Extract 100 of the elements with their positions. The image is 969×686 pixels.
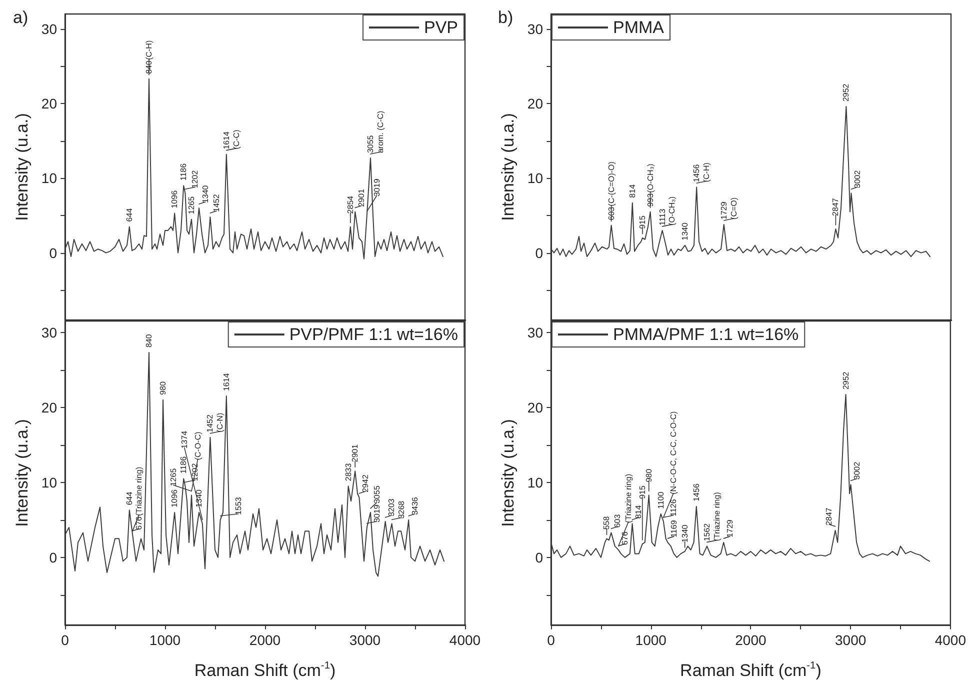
annotation: 1374 bbox=[180, 430, 189, 449]
y-tick-label: 10 bbox=[41, 474, 58, 490]
annotation: 1169 bbox=[670, 520, 679, 538]
annotation: 2942 bbox=[361, 474, 370, 492]
y-tick-label: 30 bbox=[41, 324, 58, 340]
annotation: 2833 bbox=[344, 462, 353, 482]
y-tick-label: 30 bbox=[527, 324, 544, 340]
y-tick-label: 10 bbox=[527, 474, 544, 490]
x-tick-label: 2000 bbox=[735, 632, 766, 648]
y-tick-label: 0 bbox=[535, 549, 544, 566]
annotation: 814 bbox=[628, 184, 637, 198]
annotation: (Triazine ring) bbox=[134, 466, 144, 516]
y-axis-title: Intensity (u.a.) bbox=[498, 113, 518, 221]
legend-label: PVP/PMF 1:1 wt=16% bbox=[289, 325, 458, 344]
y-tick-label: 10 bbox=[527, 170, 544, 186]
y-tick-label: 0 bbox=[49, 549, 58, 566]
annotation: 1265 bbox=[187, 196, 196, 214]
annotation: 1096 bbox=[170, 190, 180, 208]
annotation: 1265 bbox=[169, 468, 178, 486]
annotation: 1340 bbox=[200, 184, 210, 204]
annotation: 1186 bbox=[179, 456, 188, 474]
annotation: 1186 bbox=[179, 162, 188, 181]
legend-label: PMMA bbox=[613, 18, 665, 37]
annotation: (C-(C=O)-O) bbox=[606, 161, 616, 206]
annotation: 3019 bbox=[372, 178, 382, 197]
y-tick-label: 30 bbox=[527, 20, 544, 37]
annotation: (O-CH₃) bbox=[646, 163, 655, 193]
annotation: 2847 bbox=[824, 507, 834, 526]
annotation: 3002 bbox=[852, 461, 862, 480]
annotation: 1456 bbox=[692, 164, 702, 182]
annotation: 814 bbox=[634, 504, 644, 519]
annotation: (C-O-C) bbox=[193, 431, 202, 460]
annotation: 1113 bbox=[658, 208, 667, 226]
annotation: 915 bbox=[638, 215, 647, 229]
x-tick-label: 3000 bbox=[834, 632, 866, 648]
annotation: 1729 bbox=[725, 519, 734, 538]
annotation: 3002 bbox=[853, 170, 862, 188]
annotation: (C-H) bbox=[702, 162, 711, 182]
annotation: 603 bbox=[613, 514, 622, 528]
annotation: 1340 bbox=[680, 524, 690, 542]
annotation: (C-H) bbox=[144, 40, 154, 60]
y-tick-label: 10 bbox=[41, 170, 58, 186]
annotation: (O-CH₃) bbox=[668, 196, 677, 226]
y-tick-label: 30 bbox=[41, 20, 58, 37]
annotation: 1096 bbox=[170, 489, 180, 508]
annotation: 676 bbox=[620, 531, 630, 545]
y-axis-title: Intensity (u.a.) bbox=[498, 419, 518, 527]
annotation: 3436 bbox=[410, 496, 420, 515]
annotation: 1340 bbox=[680, 222, 690, 240]
x-tick-label: 0 bbox=[61, 632, 70, 648]
annotation: 1456 bbox=[692, 483, 701, 502]
y-tick-label: 20 bbox=[41, 96, 58, 112]
annotation: (Triazine ring) bbox=[624, 474, 633, 523]
x-tick-label: 1000 bbox=[635, 632, 667, 648]
y-tick-label: 20 bbox=[527, 399, 544, 416]
annotation: 980 bbox=[644, 468, 654, 482]
y-tick-label: 0 bbox=[49, 244, 58, 261]
annotation: 915 bbox=[638, 485, 647, 499]
x-tick-label: 1000 bbox=[149, 632, 181, 648]
annotation: 2847 bbox=[831, 198, 840, 216]
x-tick-label: 4000 bbox=[449, 632, 481, 648]
annotation: (C=O) bbox=[729, 197, 738, 220]
chart-title: a) bbox=[13, 8, 28, 27]
annotation: 1202 bbox=[190, 170, 200, 188]
annotation: 1452 bbox=[212, 194, 221, 212]
y-tick-label: 20 bbox=[527, 96, 544, 112]
annotation: 1340 bbox=[194, 489, 204, 508]
annotation: 1100 bbox=[656, 491, 666, 509]
annotation: 3019 bbox=[372, 504, 382, 522]
annotation: 2952 bbox=[842, 83, 851, 102]
annotation: 1729 bbox=[719, 201, 728, 220]
annotation: 3203 bbox=[387, 498, 396, 516]
annotation: (C-C) bbox=[232, 129, 241, 150]
y-tick-label: 0 bbox=[535, 244, 544, 261]
annotation: 3268 bbox=[397, 500, 406, 519]
annotation: 2901 bbox=[350, 444, 360, 462]
chart-title: b) bbox=[498, 8, 514, 27]
x-tick-label: 2000 bbox=[249, 632, 281, 648]
y-axis-title: Intensity (u.a.) bbox=[12, 419, 32, 527]
annotation: 840 bbox=[144, 60, 154, 74]
x-tick-label: 4000 bbox=[934, 632, 966, 648]
annotation: 558 bbox=[602, 516, 612, 530]
annotation: 2854 bbox=[346, 195, 355, 214]
annotation: 2952 bbox=[841, 371, 850, 390]
y-axis-title: Intensity (u.a.) bbox=[12, 113, 32, 221]
x-tick-label: 3000 bbox=[349, 632, 381, 648]
annotation: 1452 bbox=[206, 414, 215, 432]
y-tick-label: 20 bbox=[41, 399, 58, 416]
legend-label: PVP bbox=[424, 18, 458, 37]
annotation: 3055 bbox=[366, 134, 375, 154]
annotation: 644 bbox=[124, 491, 134, 506]
annotation: (Triazine ring) bbox=[712, 492, 722, 542]
annotation: 676 bbox=[134, 516, 144, 530]
annotation: 1614 bbox=[222, 130, 231, 150]
annotation: (N-C-O-C, C-C, C-O-C) bbox=[668, 410, 678, 494]
annotation: 3055 bbox=[372, 485, 382, 504]
legend-label: PMMA/PMF 1:1 wt=16% bbox=[613, 325, 799, 344]
annotation: 840 bbox=[144, 334, 154, 348]
annotation: arom. (C-C) bbox=[376, 110, 385, 154]
annotation: 1614 bbox=[222, 372, 231, 392]
